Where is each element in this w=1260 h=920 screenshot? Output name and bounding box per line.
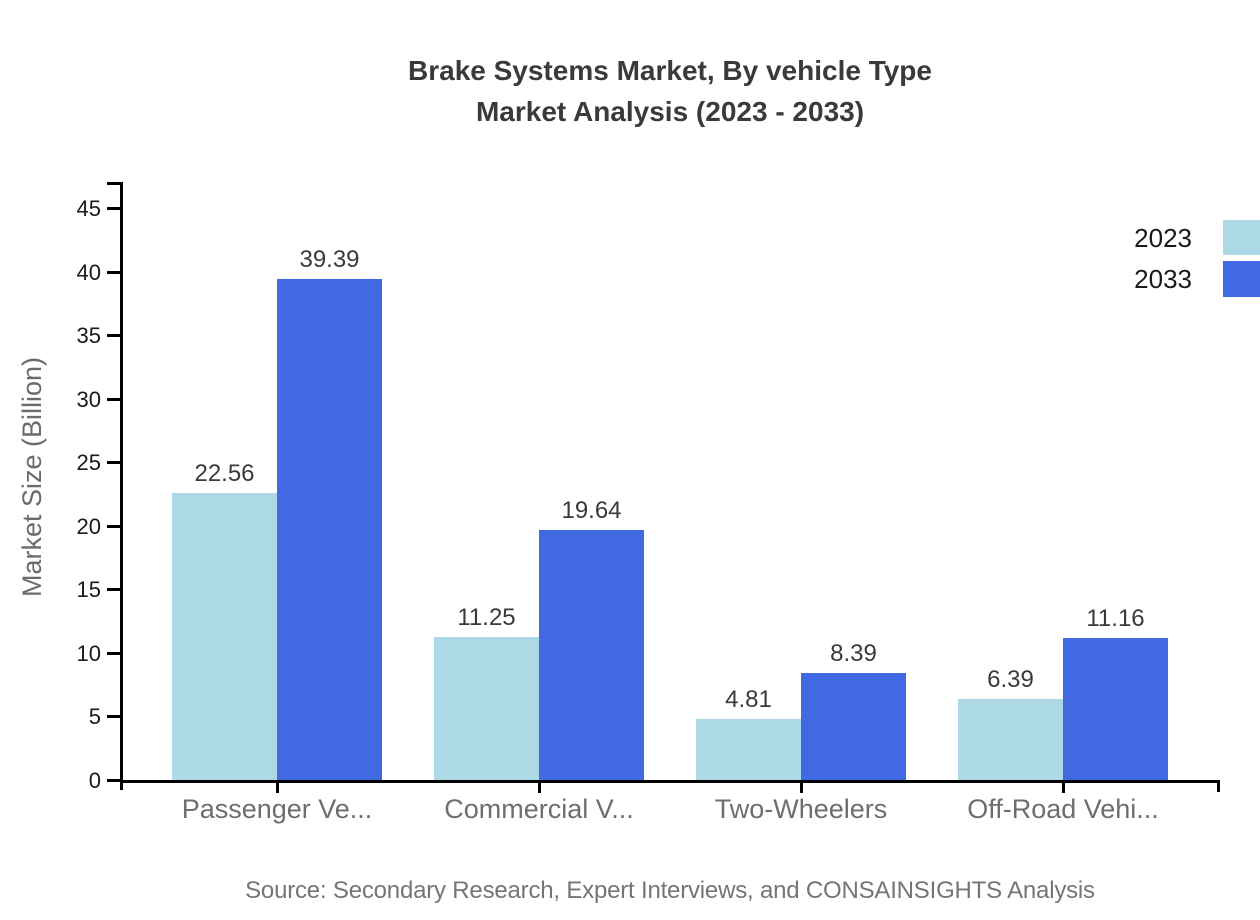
x-category-label: Two-Wheelers [714,794,888,824]
y-tick-label: 25 [76,450,101,476]
chart-title: Brake Systems Market, By vehicle Type Ma… [80,50,1260,132]
bar-2023 [434,637,539,780]
y-tick-mark [107,207,120,210]
y-tick-label: 45 [76,196,101,221]
bar-value-label: 4.81 [725,685,772,713]
bar-2023 [696,718,801,780]
x-axis-line [120,780,1220,783]
legend-swatch-2023 [1223,220,1260,255]
y-axis-line [120,182,123,790]
y-tick-label: 20 [76,513,101,539]
x-tick-mark [276,783,279,793]
bar-value-label: 39.39 [299,246,360,274]
bar-value-label: 22.56 [194,460,255,488]
y-tick-label: 5 [88,704,101,730]
bar-2033 [801,673,906,780]
x-tick-mark [800,783,803,793]
bar-value-label: 11.16 [1086,605,1145,633]
x-tick-mark [538,783,541,793]
y-tick-label: 10 [76,640,101,666]
y-tick-mark [107,461,120,465]
bar-value-label: 19.64 [561,497,622,525]
legend-label-2023: 2023 [1134,223,1192,253]
x-axis-end-cap [1217,780,1220,792]
bar-2033 [539,530,644,780]
bar-value-label: 8.39 [830,640,877,668]
y-tick-mark [107,524,120,528]
bar-2033 [1063,638,1168,780]
bar-2023 [172,493,277,780]
bar-value-label: 11.25 [457,604,516,631]
y-tick-mark [107,779,120,782]
y-tick-label: 0 [88,768,101,793]
y-tick-mark [107,715,120,719]
y-tick-mark [107,397,120,401]
chart-title-line2: Market Analysis (2023 - 2033) [475,96,865,127]
y-tick-label: 40 [76,259,101,285]
y-tick-mark [107,334,120,338]
x-category-label: Off-Road Vehi... [967,794,1159,824]
bar-2023 [958,698,1063,780]
source-attribution: Source: Secondary Research, Expert Inter… [245,877,1095,904]
x-tick-mark [1062,783,1065,793]
x-category-label: Passenger Ve... [181,794,373,824]
legend-swatch-2033 [1223,261,1260,297]
chart-title-line1: Brake Systems Market, By vehicle Type [408,55,932,86]
y-tick-mark [107,588,120,592]
y-tick-label: 15 [76,577,101,603]
y-tick-mark [107,270,120,274]
bar-2033 [277,279,382,780]
y-tick-mark [107,651,120,655]
bar-value-label: 6.39 [987,665,1034,693]
y-tick-label: 30 [76,386,101,412]
y-axis-top-cap [107,182,120,185]
y-tick-label: 35 [76,323,101,349]
legend-label-2033: 2033 [1134,264,1192,294]
x-category-label: Commercial V... [444,794,634,824]
